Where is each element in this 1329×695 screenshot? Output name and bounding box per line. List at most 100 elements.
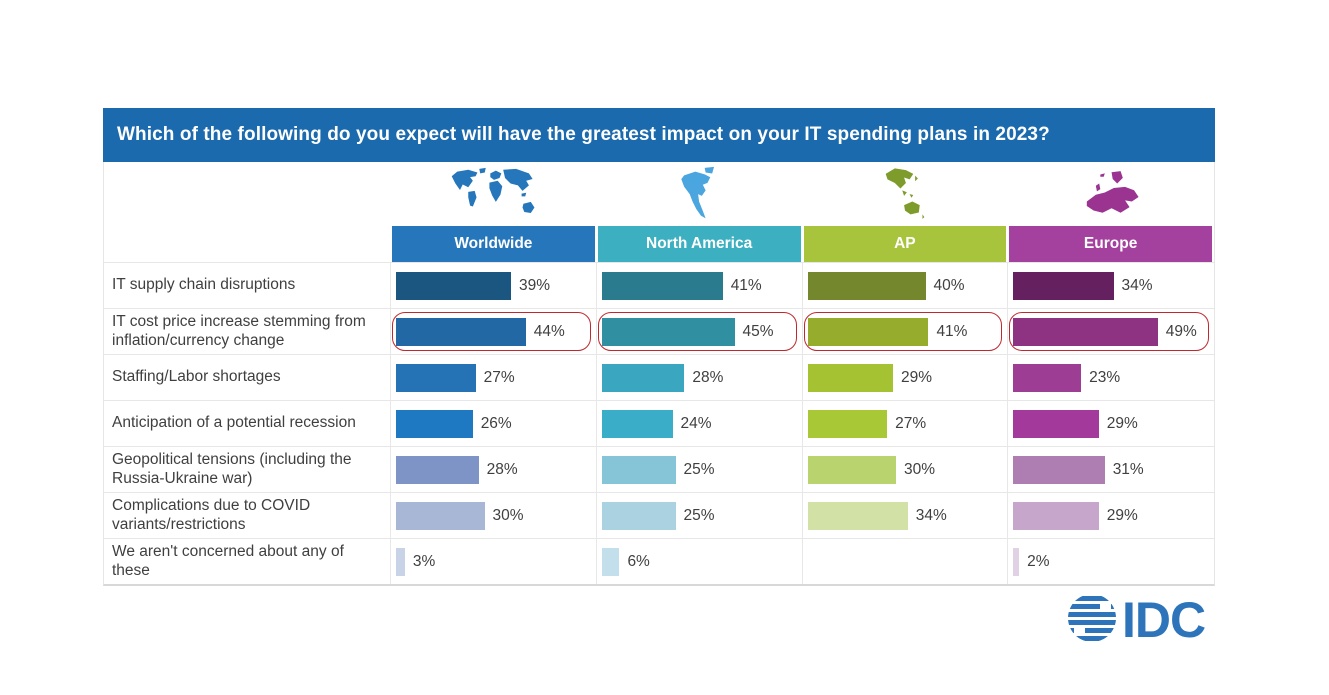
cell-content: 29% — [1009, 404, 1209, 443]
cell-content: 23% — [1009, 358, 1209, 397]
value-label: 27% — [895, 414, 927, 432]
value-cell: 30% — [391, 493, 597, 538]
idc-globe-icon — [1068, 596, 1116, 641]
value-cell: 30% — [803, 447, 1009, 492]
value-cell: 29% — [803, 355, 1009, 400]
bar — [601, 409, 673, 438]
value-cell: 24% — [597, 401, 803, 446]
cell-content: 30% — [804, 450, 1003, 489]
value-label: 34% — [915, 506, 947, 524]
cell-content: 26% — [392, 404, 591, 443]
value-cell: 23% — [1008, 355, 1214, 400]
value-label: 28% — [486, 460, 518, 478]
value-cell: 34% — [1008, 263, 1214, 308]
column-header-north-america: North America — [597, 226, 801, 262]
value-cell: 25% — [597, 447, 803, 492]
highlight-box: 45% — [597, 312, 797, 351]
value-label: 34% — [1121, 276, 1153, 294]
bar — [1013, 455, 1105, 484]
bar — [601, 547, 620, 576]
row-label: Geopolitical tensions (including the Rus… — [104, 447, 391, 492]
row-label: IT supply chain disruptions — [104, 263, 391, 308]
idc-logo-text: IDC — [1122, 592, 1205, 645]
value-cell: 40% — [803, 263, 1009, 308]
bar — [601, 455, 676, 484]
table-row: We aren't concerned about any of these 3%… — [104, 538, 1214, 584]
cell-content: 29% — [1009, 496, 1209, 535]
column-header-ap: AP — [803, 226, 1007, 262]
highlight-box: 49% — [1009, 312, 1209, 351]
column-header-row: Worldwide North America AP Europe — [104, 226, 1214, 262]
bar — [1013, 363, 1082, 392]
cell-content: 30% — [392, 496, 591, 535]
value-cell: 28% — [391, 447, 597, 492]
bar — [807, 363, 894, 392]
header-row-spacer — [104, 226, 391, 262]
value-label: 29% — [1106, 414, 1138, 432]
bar — [1013, 547, 1020, 576]
value-label: 31% — [1112, 460, 1144, 478]
value-cell: 49% — [1008, 309, 1214, 354]
cell-content: 29% — [804, 358, 1003, 397]
cell-content: 34% — [1009, 266, 1209, 305]
value-cell: 44% — [391, 309, 597, 354]
bar — [396, 271, 512, 300]
survey-chart-panel: Which of the following do you expect wil… — [103, 108, 1215, 586]
asia-pacific-map-icon — [886, 168, 925, 219]
cell-content: 2% — [1009, 542, 1209, 581]
value-label: 25% — [683, 506, 715, 524]
row-label: We aren't concerned about any of these — [104, 539, 391, 584]
bar — [807, 409, 888, 438]
bar — [601, 271, 723, 300]
maps-row-spacer — [104, 162, 391, 226]
value-cell: 2% — [1008, 539, 1214, 584]
bar — [396, 317, 526, 346]
table-row: IT supply chain disruptions 39% 41% 40% 34% — [104, 262, 1214, 308]
value-cell: 3% — [391, 539, 597, 584]
bar — [807, 317, 929, 346]
region-maps-row — [104, 162, 1214, 226]
value-label: 27% — [483, 368, 515, 386]
value-label: 41% — [730, 276, 762, 294]
cell-content: 39% — [392, 266, 591, 305]
column-header-europe: Europe — [1009, 226, 1212, 262]
table-row: Geopolitical tensions (including the Rus… — [104, 446, 1214, 492]
worldwide-map-cell — [391, 162, 597, 226]
highlight-box: 41% — [803, 312, 1003, 351]
cell-content: 28% — [392, 450, 591, 489]
value-cell: 29% — [1008, 401, 1214, 446]
bar — [601, 501, 676, 530]
table-row: Anticipation of a potential recession 26%… — [104, 400, 1214, 446]
cell-content: 27% — [804, 404, 1003, 443]
value-label: 39% — [519, 276, 551, 294]
cell-content — [804, 542, 1003, 581]
value-label: 29% — [901, 368, 933, 386]
europe-map-icon — [1086, 171, 1139, 213]
value-label: 41% — [936, 322, 968, 340]
bar — [396, 455, 479, 484]
data-rows: IT supply chain disruptions 39% 41% 40% 34% I… — [104, 262, 1214, 584]
asia-pacific-map-cell — [803, 162, 1009, 226]
bar — [1013, 501, 1099, 530]
bar — [396, 409, 473, 438]
chart-title-bar: Which of the following do you expect wil… — [103, 108, 1215, 162]
value-cell: 28% — [597, 355, 803, 400]
cell-content: 28% — [598, 358, 797, 397]
value-cell: 26% — [391, 401, 597, 446]
row-label: Anticipation of a potential recession — [104, 401, 391, 446]
value-label: 2% — [1027, 552, 1050, 570]
column-header-worldwide: Worldwide — [392, 226, 595, 262]
value-cell: 27% — [391, 355, 597, 400]
world-map-icon — [451, 167, 535, 213]
value-cell: 34% — [803, 493, 1009, 538]
value-label: 6% — [627, 552, 650, 570]
cell-content: 6% — [598, 542, 797, 581]
value-cell: 39% — [391, 263, 597, 308]
bar — [1013, 271, 1114, 300]
table-row: Staffing/Labor shortages 27% 28% 29% 23% — [104, 354, 1214, 400]
value-label: 28% — [692, 368, 724, 386]
value-label: 26% — [480, 414, 512, 432]
value-label: 25% — [683, 460, 715, 478]
europe-map-cell — [1008, 162, 1214, 226]
value-cell: 31% — [1008, 447, 1214, 492]
